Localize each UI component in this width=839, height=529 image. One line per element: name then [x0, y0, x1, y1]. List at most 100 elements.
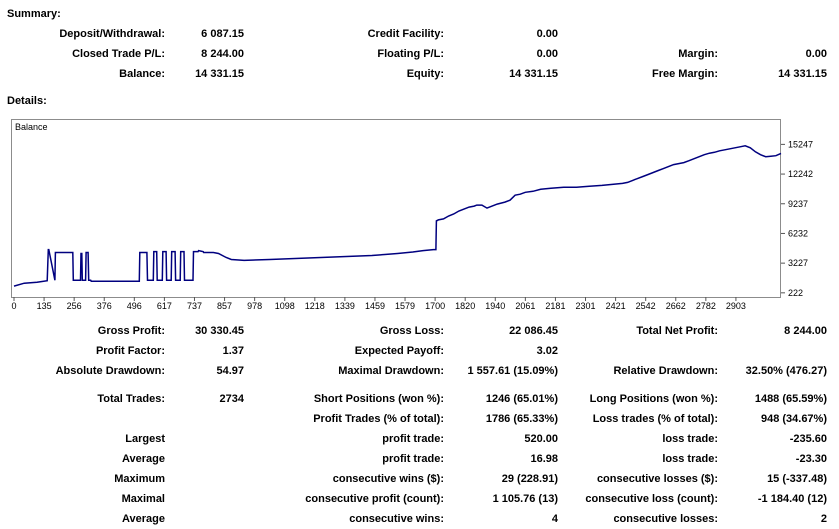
stat-value: 8 244.00: [784, 325, 827, 337]
summary-heading: Summary:: [7, 8, 61, 20]
stat-value: -23.30: [795, 453, 827, 465]
summary-label: Free Margin:: [651, 68, 718, 80]
stat-value: 948 (34.67%): [760, 413, 827, 425]
stat-value: 2: [820, 513, 827, 525]
x-tick-label: 1218: [305, 301, 325, 311]
details-heading: Details:: [7, 95, 47, 107]
stat-label: Total Trades:: [97, 393, 165, 405]
x-tick-label: 1700: [425, 301, 445, 311]
stat-label: consecutive losses:: [613, 513, 718, 525]
y-tick-label: 9237: [788, 199, 808, 209]
summary-value: 6 087.15: [201, 28, 244, 40]
stat-value: 1246 (65.01%): [485, 393, 558, 405]
x-tick-label: 1339: [335, 301, 355, 311]
stat-value: 22 086.45: [509, 325, 558, 337]
stat-value: 29 (228.91): [501, 473, 558, 485]
summary-value: 14 331.15: [195, 68, 244, 80]
x-tick-label: 2421: [606, 301, 626, 311]
stat-label: consecutive wins ($):: [332, 473, 444, 485]
x-tick-label: 256: [67, 301, 82, 311]
stat-label: Maximum: [114, 473, 165, 485]
stat-label: Average: [121, 513, 165, 525]
x-tick-label: 617: [157, 301, 172, 311]
x-axis: 0 135 256 376 496 617 737 857 978 1098 1218 1339 145…: [11, 297, 746, 311]
stat-label: Profit Trades (% of total):: [313, 413, 444, 425]
x-tick-label: 1940: [485, 301, 505, 311]
summary-label: Balance:: [119, 68, 165, 80]
stat-label: loss trade:: [662, 433, 718, 445]
stat-value: 1.37: [222, 345, 244, 357]
stat-value: 30 330.45: [195, 325, 244, 337]
x-tick-label: 1459: [365, 301, 385, 311]
stat-label: loss trade:: [662, 453, 718, 465]
x-tick-label: 1820: [455, 301, 475, 311]
x-tick-label: 1098: [275, 301, 295, 311]
x-tick-label: 2542: [636, 301, 656, 311]
y-tick-label: 12242: [788, 169, 813, 179]
stat-label: Gross Loss:: [379, 325, 444, 337]
summary-label: Deposit/Withdrawal:: [59, 28, 165, 40]
stat-label: consecutive losses ($):: [596, 473, 718, 485]
chart-title: Balance: [15, 122, 48, 132]
x-tick-label: 857: [217, 301, 232, 311]
stat-label: Loss trades (% of total):: [592, 413, 718, 425]
stat-label: profit trade:: [382, 433, 444, 445]
x-tick-label: 737: [187, 301, 202, 311]
summary-value: 0.00: [805, 48, 827, 60]
balance-series-line: [13, 145, 782, 287]
stat-label: Largest: [125, 433, 165, 445]
stat-label: Maximal Drawdown:: [338, 365, 444, 377]
summary-value: 0.00: [536, 28, 558, 40]
stat-label: Average: [121, 453, 165, 465]
x-tick-label: 496: [127, 301, 142, 311]
stat-value: 1488 (65.59%): [754, 393, 827, 405]
y-tick-label: 222: [788, 288, 803, 298]
x-tick-label: 0: [11, 301, 16, 311]
x-tick-label: 376: [97, 301, 112, 311]
summary-value: 8 244.00: [201, 48, 244, 60]
stat-label: consecutive profit (count):: [305, 493, 444, 505]
stat-value: 54.97: [216, 365, 244, 377]
y-axis: 15247 12242 9237 6232 3227 222: [781, 139, 813, 298]
y-tick-label: 6232: [788, 228, 808, 238]
y-tick-label: 3227: [788, 258, 808, 268]
stat-label: Gross Profit:: [97, 325, 165, 337]
summary-value: 0.00: [536, 48, 558, 60]
stat-label: Relative Drawdown:: [613, 365, 718, 377]
stat-value: 4: [551, 513, 558, 525]
summary-value: 14 331.15: [509, 68, 558, 80]
summary-label: Closed Trade P/L:: [72, 48, 165, 60]
stat-label: Total Net Profit:: [636, 325, 718, 337]
stat-value: 1 557.61 (15.09%): [467, 365, 558, 377]
x-tick-label: 2782: [696, 301, 716, 311]
stat-label: Long Positions (won %):: [589, 393, 718, 405]
summary-label: Equity:: [406, 68, 444, 80]
x-tick-label: 2301: [576, 301, 596, 311]
x-tick-label: 978: [247, 301, 262, 311]
x-tick-label: 2662: [666, 301, 686, 311]
stat-label: Expected Payoff:: [354, 345, 444, 357]
stat-value: 3.02: [536, 345, 558, 357]
stat-value: 32.50% (476.27): [745, 365, 827, 377]
x-tick-label: 2903: [726, 301, 746, 311]
stat-value: 2734: [219, 393, 244, 405]
stat-value: -235.60: [789, 433, 827, 445]
stat-label: consecutive loss (count):: [585, 493, 718, 505]
stat-label: profit trade:: [382, 453, 444, 465]
summary-label: Margin:: [678, 48, 718, 60]
x-tick-label: 2181: [545, 301, 565, 311]
summary-label: Floating P/L:: [377, 48, 444, 60]
summary-label: Credit Facility:: [367, 28, 444, 40]
stat-value: 15 (-337.48): [767, 473, 827, 485]
x-tick-label: 135: [37, 301, 52, 311]
stat-label: Profit Factor:: [95, 345, 165, 357]
stat-label: Absolute Drawdown:: [55, 365, 165, 377]
stat-label: consecutive wins:: [349, 513, 444, 525]
balance-chart: Balance 15247 12242 9237 6232 3227 222 0 135 25…: [11, 122, 813, 311]
stat-value: 1786 (65.33%): [485, 413, 558, 425]
summary-value: 14 331.15: [778, 68, 827, 80]
stat-label: Maximal: [121, 493, 165, 505]
stat-value: 16.98: [530, 453, 558, 465]
stat-label: Short Positions (won %):: [313, 393, 444, 405]
x-tick-label: 1579: [395, 301, 415, 311]
